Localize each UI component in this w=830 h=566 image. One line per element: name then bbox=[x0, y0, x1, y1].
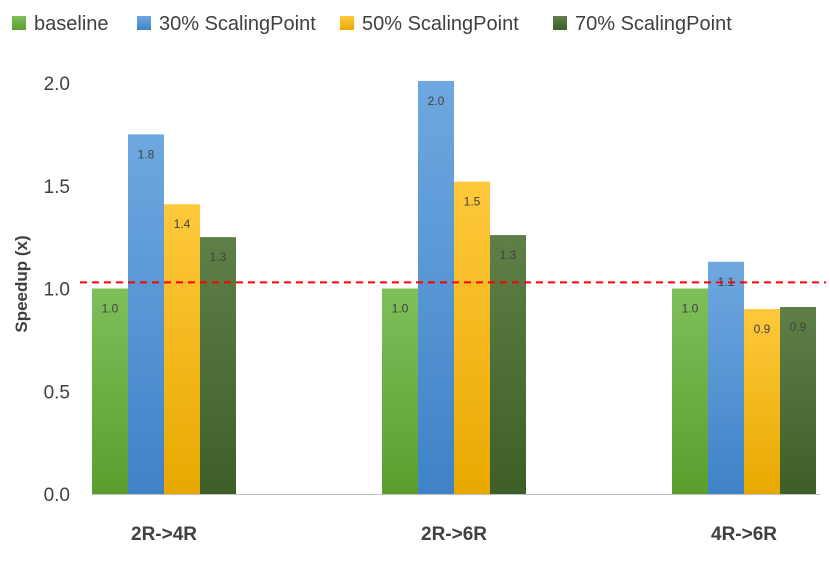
data-label: 1.3 bbox=[210, 250, 227, 264]
legend-entry: 50% ScalingPoint bbox=[362, 13, 519, 35]
data-label: 1.1 bbox=[718, 275, 735, 289]
data-label: 0.9 bbox=[790, 320, 807, 334]
data-label: 1.5 bbox=[464, 195, 481, 209]
bars bbox=[92, 80, 816, 494]
data-label: 1.4 bbox=[174, 217, 191, 231]
data-labels: 1.0 1.8 1.4 1.3 1.0 2.0 1.5 1.3 1.0 1.1 0.9 0.9 bbox=[102, 94, 807, 336]
category-label: 2R->4R bbox=[131, 524, 197, 545]
bar bbox=[490, 235, 526, 494]
y-tick-label: 2.0 bbox=[44, 74, 70, 95]
y-tick-label: 1.5 bbox=[44, 177, 70, 198]
y-tick-label: 0.5 bbox=[44, 382, 70, 403]
bar bbox=[128, 134, 164, 494]
bar bbox=[200, 237, 236, 494]
y-axis: 0.0 0.5 1.0 1.5 2.0 bbox=[44, 74, 70, 506]
category-label: 2R->6R bbox=[421, 524, 487, 545]
data-label: 1.8 bbox=[138, 147, 155, 161]
data-label: 1.0 bbox=[102, 302, 119, 316]
legend-entry: 70% ScalingPoint bbox=[575, 13, 732, 35]
legend-swatch bbox=[553, 16, 567, 30]
data-label: 1.3 bbox=[500, 248, 517, 262]
x-axis: 2R->4R 2R->6R 4R->6R bbox=[131, 524, 777, 545]
y-tick-label: 1.0 bbox=[44, 280, 70, 301]
category-label: 4R->6R bbox=[711, 524, 777, 545]
bar bbox=[672, 288, 708, 494]
y-tick-label: 0.0 bbox=[44, 485, 70, 506]
data-label: 1.0 bbox=[392, 302, 409, 316]
legend-swatch bbox=[137, 16, 151, 30]
bar bbox=[708, 261, 744, 494]
data-label: 0.9 bbox=[754, 322, 771, 336]
bar bbox=[454, 181, 490, 494]
bar bbox=[744, 309, 780, 494]
legend-swatch bbox=[340, 16, 354, 30]
bar bbox=[382, 288, 418, 494]
bar bbox=[92, 288, 128, 494]
legend-entry: 30% ScalingPoint bbox=[159, 13, 316, 35]
y-axis-label: Speedup (x) bbox=[12, 235, 31, 332]
bar bbox=[164, 204, 200, 494]
legend-entry: baseline bbox=[34, 13, 109, 35]
legend-swatch bbox=[12, 16, 26, 30]
bar bbox=[418, 80, 454, 494]
data-label: 1.0 bbox=[682, 302, 699, 316]
legend: baseline 30% ScalingPoint 50% ScalingPoint… bbox=[12, 13, 732, 35]
data-label: 2.0 bbox=[428, 94, 445, 108]
bar bbox=[780, 306, 816, 494]
